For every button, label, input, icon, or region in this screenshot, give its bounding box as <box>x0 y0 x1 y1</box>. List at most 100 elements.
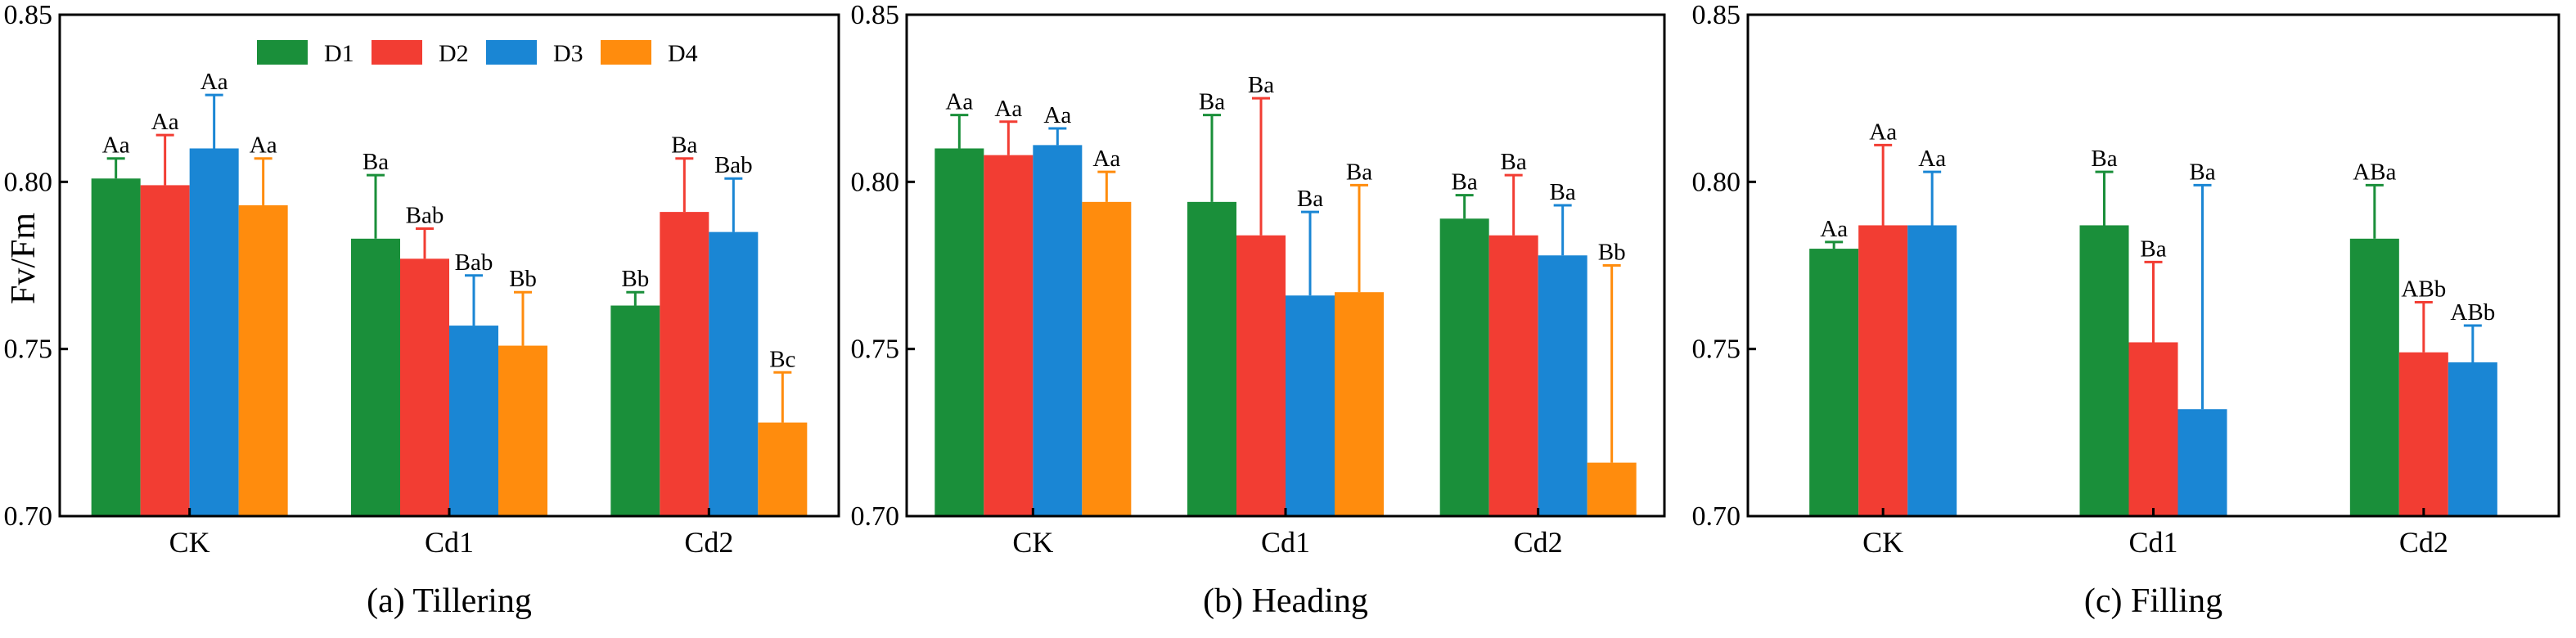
significance-label: Aa <box>1092 146 1120 172</box>
y-tick-label: 0.70 <box>1692 501 1741 532</box>
category-label-ck: CK <box>1862 526 1903 559</box>
significance-label: Ba <box>363 149 389 175</box>
bar-d4-ck <box>238 204 288 516</box>
bar-d4-cd1 <box>1335 292 1384 516</box>
bar-d3-cd2 <box>709 231 759 516</box>
significance-label: Ba <box>1550 179 1576 205</box>
legend-swatch-d3 <box>486 40 537 65</box>
y-tick-label: 0.80 <box>4 167 53 197</box>
significance-label: Bb <box>621 266 649 292</box>
y-tick-label: 0.75 <box>4 335 53 365</box>
bar-d1-cd1 <box>351 238 400 516</box>
category-label-cd1: Cd1 <box>425 526 474 559</box>
y-axis-label: Fv/Fm <box>5 213 43 304</box>
bar-d4-cd1 <box>498 345 547 516</box>
category-label-ck: CK <box>169 526 210 559</box>
significance-label: Ba <box>2189 159 2215 185</box>
significance-label: Bab <box>455 249 493 276</box>
significance-label: Ba <box>2091 146 2117 172</box>
y-tick-label: 0.85 <box>1692 0 1741 30</box>
bar-d3-cd1 <box>2177 409 2227 516</box>
bar-d2-ck <box>1858 225 1908 516</box>
legend-swatch-d1 <box>257 40 308 65</box>
category-label-cd2: Cd2 <box>2399 526 2448 559</box>
significance-label: Aa <box>945 89 973 115</box>
category-label-cd1: Cd1 <box>1261 526 1310 559</box>
bar-d2-cd2 <box>2398 352 2448 516</box>
significance-label: Ba <box>1297 186 1323 212</box>
bar-d3-ck <box>189 148 239 516</box>
y-tick-label: 0.70 <box>851 501 900 532</box>
legend-label-d4: D4 <box>668 40 698 67</box>
bar-d4-cd2 <box>758 422 808 516</box>
bar-d4-cd2 <box>1587 462 1637 516</box>
chart-panel-3: Aa Ba ABa Aa Ba ABb Aa Ba ABb 0.70 0.75 0.80 0.85 CK C… <box>1692 0 2560 620</box>
bar-d3-cd1 <box>1286 295 1335 516</box>
panel-title: (c) Filling <box>2084 582 2222 620</box>
significance-label: Bb <box>509 266 537 292</box>
bar-d3-cd1 <box>449 326 498 516</box>
bar-d1-ck <box>1809 249 1859 516</box>
bar-d1-cd1 <box>2079 225 2129 516</box>
bar-d3-ck <box>1907 225 1957 516</box>
y-tick-label: 0.75 <box>851 335 900 365</box>
bar-d4-ck <box>1082 201 1132 516</box>
chart-panel-2: Aa Ba Ba Aa Ba Ba Aa Ba Ba Aa Ba Bb 0.70 0.75 0.80 0.85… <box>851 0 1666 620</box>
significance-label: Aa <box>1869 119 1897 145</box>
bar-d1-cd1 <box>1187 201 1236 516</box>
bar-d3-ck <box>1033 145 1083 516</box>
y-tick-label: 0.80 <box>851 167 900 197</box>
legend-swatch-d2 <box>372 40 422 65</box>
bar-d1-cd2 <box>610 305 660 516</box>
legend: D1 D2 D3 D4 <box>257 40 698 67</box>
significance-label: Aa <box>1043 102 1071 128</box>
y-tick-label: 0.85 <box>4 0 53 30</box>
bar-d1-cd2 <box>1439 218 1489 516</box>
significance-label: Aa <box>250 133 277 159</box>
panel-title: (b) Heading <box>1203 582 1368 620</box>
significance-label: Aa <box>151 109 179 135</box>
bar-d3-cd2 <box>2448 362 2497 516</box>
significance-label: Aa <box>1918 146 1946 172</box>
bar-d2-cd2 <box>1488 235 1538 516</box>
y-tick-label: 0.75 <box>1692 335 1741 365</box>
category-label-cd2: Cd2 <box>1514 526 1563 559</box>
significance-label: Aa <box>102 133 130 159</box>
significance-label: Ba <box>1248 72 1274 98</box>
significance-label: Bb <box>1598 240 1626 266</box>
bar-d2-cd1 <box>2128 342 2178 516</box>
bar-d2-cd1 <box>1236 235 1286 516</box>
significance-label: Aa <box>994 96 1022 122</box>
category-label-cd2: Cd2 <box>684 526 733 559</box>
y-tick-label: 0.85 <box>851 0 900 30</box>
legend-label-d1: D1 <box>324 40 354 67</box>
significance-label: Ba <box>1199 89 1225 115</box>
significance-label: Bc <box>769 346 795 372</box>
legend-label-d3: D3 <box>553 40 583 67</box>
bar-d2-cd1 <box>400 258 449 516</box>
significance-label: Ba <box>2140 236 2166 262</box>
category-label-cd1: Cd1 <box>2128 526 2177 559</box>
significance-label: Aa <box>200 69 228 95</box>
bar-d3-cd2 <box>1538 255 1587 516</box>
y-tick-label: 0.80 <box>1692 167 1741 197</box>
significance-label: Bab <box>406 203 444 229</box>
bar-d1-ck <box>934 148 984 516</box>
significance-label: Ba <box>671 133 697 159</box>
significance-label: ABa <box>2353 159 2396 185</box>
bar-d1-ck <box>91 178 141 516</box>
significance-label: Ba <box>1501 149 1527 175</box>
category-label-ck: CK <box>1012 526 1053 559</box>
significance-label: ABb <box>2401 276 2446 302</box>
bar-d2-ck <box>984 155 1034 516</box>
legend-label-d2: D2 <box>439 40 469 67</box>
significance-label: ABb <box>2450 299 2495 326</box>
bar-d2-cd2 <box>660 212 709 516</box>
bar-d2-ck <box>140 185 190 517</box>
bar-d1-cd2 <box>2349 238 2399 516</box>
chart-panel-1: Aa Ba Bb Aa Bab Ba Aa Bab Bab Aa Bb Bc 0.70 0.75 0.80 0… <box>4 0 840 620</box>
y-tick-label: 0.70 <box>4 501 53 532</box>
significance-label: Bab <box>714 152 753 178</box>
